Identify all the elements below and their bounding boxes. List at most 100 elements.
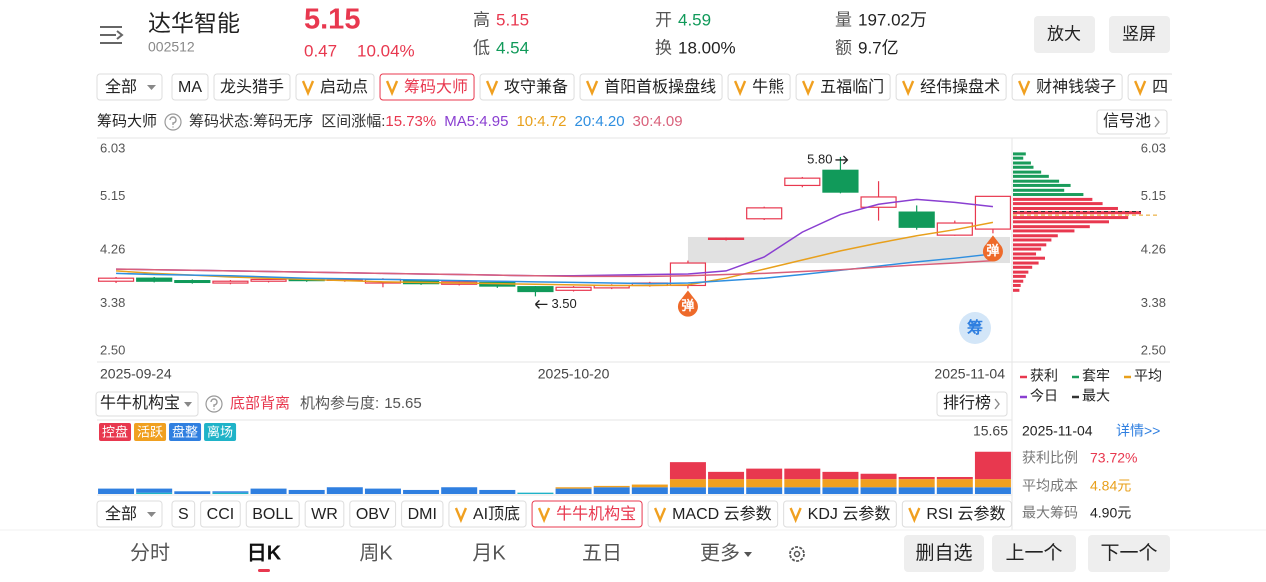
tab[interactable]	[349, 500, 397, 528]
dropdown[interactable]	[96, 73, 163, 101]
signal-pin	[677, 290, 698, 317]
tab[interactable]	[171, 73, 209, 101]
settings-icon[interactable]	[789, 546, 805, 562]
menu-icon[interactable]	[100, 26, 124, 44]
nav-button[interactable]	[992, 535, 1076, 572]
tab[interactable]	[479, 73, 575, 101]
chevron	[1154, 116, 1160, 128]
bar-segment	[669, 487, 706, 494]
bar-segment	[936, 479, 973, 488]
indicator-name: 筹码大师	[97, 113, 157, 130]
nav-button[interactable]	[1088, 535, 1170, 572]
nav-tab[interactable]: 日K	[247, 542, 282, 564]
tab[interactable]	[579, 73, 723, 101]
bar-segment	[708, 479, 745, 488]
zoom-button[interactable]	[1034, 16, 1095, 53]
chip-bar	[1013, 261, 1039, 265]
vip-icon	[454, 507, 468, 524]
tab[interactable]	[171, 500, 196, 528]
tab-label: 首阳首板操盘线	[604, 77, 716, 96]
tab-label: 启动点	[320, 78, 368, 96]
y-tick-label: 5.15	[100, 188, 125, 203]
signal-pool[interactable]: 信号池	[1103, 112, 1151, 130]
stat-value: 18.00%	[678, 38, 736, 57]
chip-badge[interactable]	[959, 312, 991, 344]
tab[interactable]	[448, 500, 527, 528]
nav-tab[interactable]: 更多	[700, 541, 740, 564]
chip-bar	[1013, 279, 1024, 283]
change: 0.47	[304, 41, 337, 60]
chip-bar	[1013, 229, 1075, 233]
panel-max: 15.65	[973, 423, 1008, 439]
low-marker: 3.50	[551, 296, 576, 311]
range-value: 15.73%	[385, 113, 436, 130]
legend-label: 套牢	[1082, 368, 1110, 384]
legend-label: 今日	[1030, 388, 1058, 404]
y-tick-label: 2.50	[1141, 342, 1166, 357]
nav-button[interactable]	[904, 535, 984, 572]
tab[interactable]	[304, 500, 345, 528]
bar-segment	[822, 479, 859, 488]
info-detail[interactable]: 详情>>	[1116, 423, 1160, 439]
ma-line	[116, 221, 994, 287]
dropdown-caret	[184, 402, 193, 407]
info-icon[interactable]	[164, 113, 182, 131]
tab[interactable]	[213, 73, 291, 101]
portrait-button[interactable]	[1109, 16, 1170, 53]
panel-dropdown[interactable]	[95, 391, 199, 417]
nav-tab[interactable]: 周K	[359, 542, 393, 564]
bar-segment	[555, 487, 592, 489]
zone	[687, 236, 1010, 264]
bar-segment	[898, 487, 935, 494]
tab[interactable]	[647, 500, 779, 528]
chip-bar	[1013, 183, 1071, 187]
ma-value: 30:4.09	[633, 113, 683, 130]
bar-segment	[212, 491, 249, 493]
dropdown[interactable]	[96, 500, 163, 528]
rank-button[interactable]: 排行榜	[943, 394, 991, 412]
chip-bar	[1013, 170, 1042, 174]
settings-icon-hole	[793, 550, 801, 558]
tab[interactable]	[901, 500, 1012, 528]
nav-button-label: 上一个	[1005, 542, 1062, 564]
chip-bar	[1013, 161, 1031, 165]
tab[interactable]	[200, 500, 241, 528]
tab[interactable]	[727, 73, 791, 101]
candle-body	[250, 278, 287, 282]
chip-bar	[1013, 216, 1129, 220]
chip-bar	[1013, 174, 1049, 178]
y-tick-label: 3.38	[100, 295, 125, 310]
rank-box	[936, 391, 1008, 417]
tab-label: AI顶底	[473, 505, 520, 523]
nav-tab[interactable]: 五日	[582, 542, 622, 564]
stat-label: 开	[655, 10, 672, 29]
nav-underline	[258, 569, 270, 572]
tab[interactable]	[379, 73, 475, 101]
tab[interactable]	[1011, 73, 1123, 101]
chip-bar	[1013, 202, 1103, 206]
bar-segment	[288, 489, 325, 494]
participation-label: 机构参与度:	[300, 395, 379, 412]
nav-tab[interactable]: 月K	[472, 542, 506, 564]
nav-button-label: 下一个	[1100, 542, 1157, 564]
tab-label: 五福临门	[820, 78, 884, 96]
tab[interactable]	[401, 500, 444, 528]
tab[interactable]	[531, 500, 643, 528]
stat-label: 换	[655, 38, 672, 57]
tab[interactable]	[795, 73, 891, 101]
tab-label: 牛牛机构宝	[556, 505, 636, 523]
tab-label: 经伟操盘术	[920, 77, 1000, 96]
high-marker: 5.80	[807, 151, 832, 166]
chip-bar	[1013, 283, 1021, 287]
tab[interactable]	[245, 500, 300, 528]
legend-tag-label: 控盘	[102, 424, 128, 439]
tab[interactable]	[895, 73, 1007, 101]
x-tick-label: 2025-11-04	[934, 366, 1005, 382]
info-icon[interactable]	[205, 395, 223, 413]
candle-body	[784, 177, 821, 187]
tab[interactable]	[295, 73, 375, 101]
nav-tab[interactable]: 分时	[130, 541, 170, 564]
tab-label: KDJ 云参数	[808, 505, 891, 523]
candle-body	[555, 286, 592, 291]
tab[interactable]	[783, 500, 897, 528]
